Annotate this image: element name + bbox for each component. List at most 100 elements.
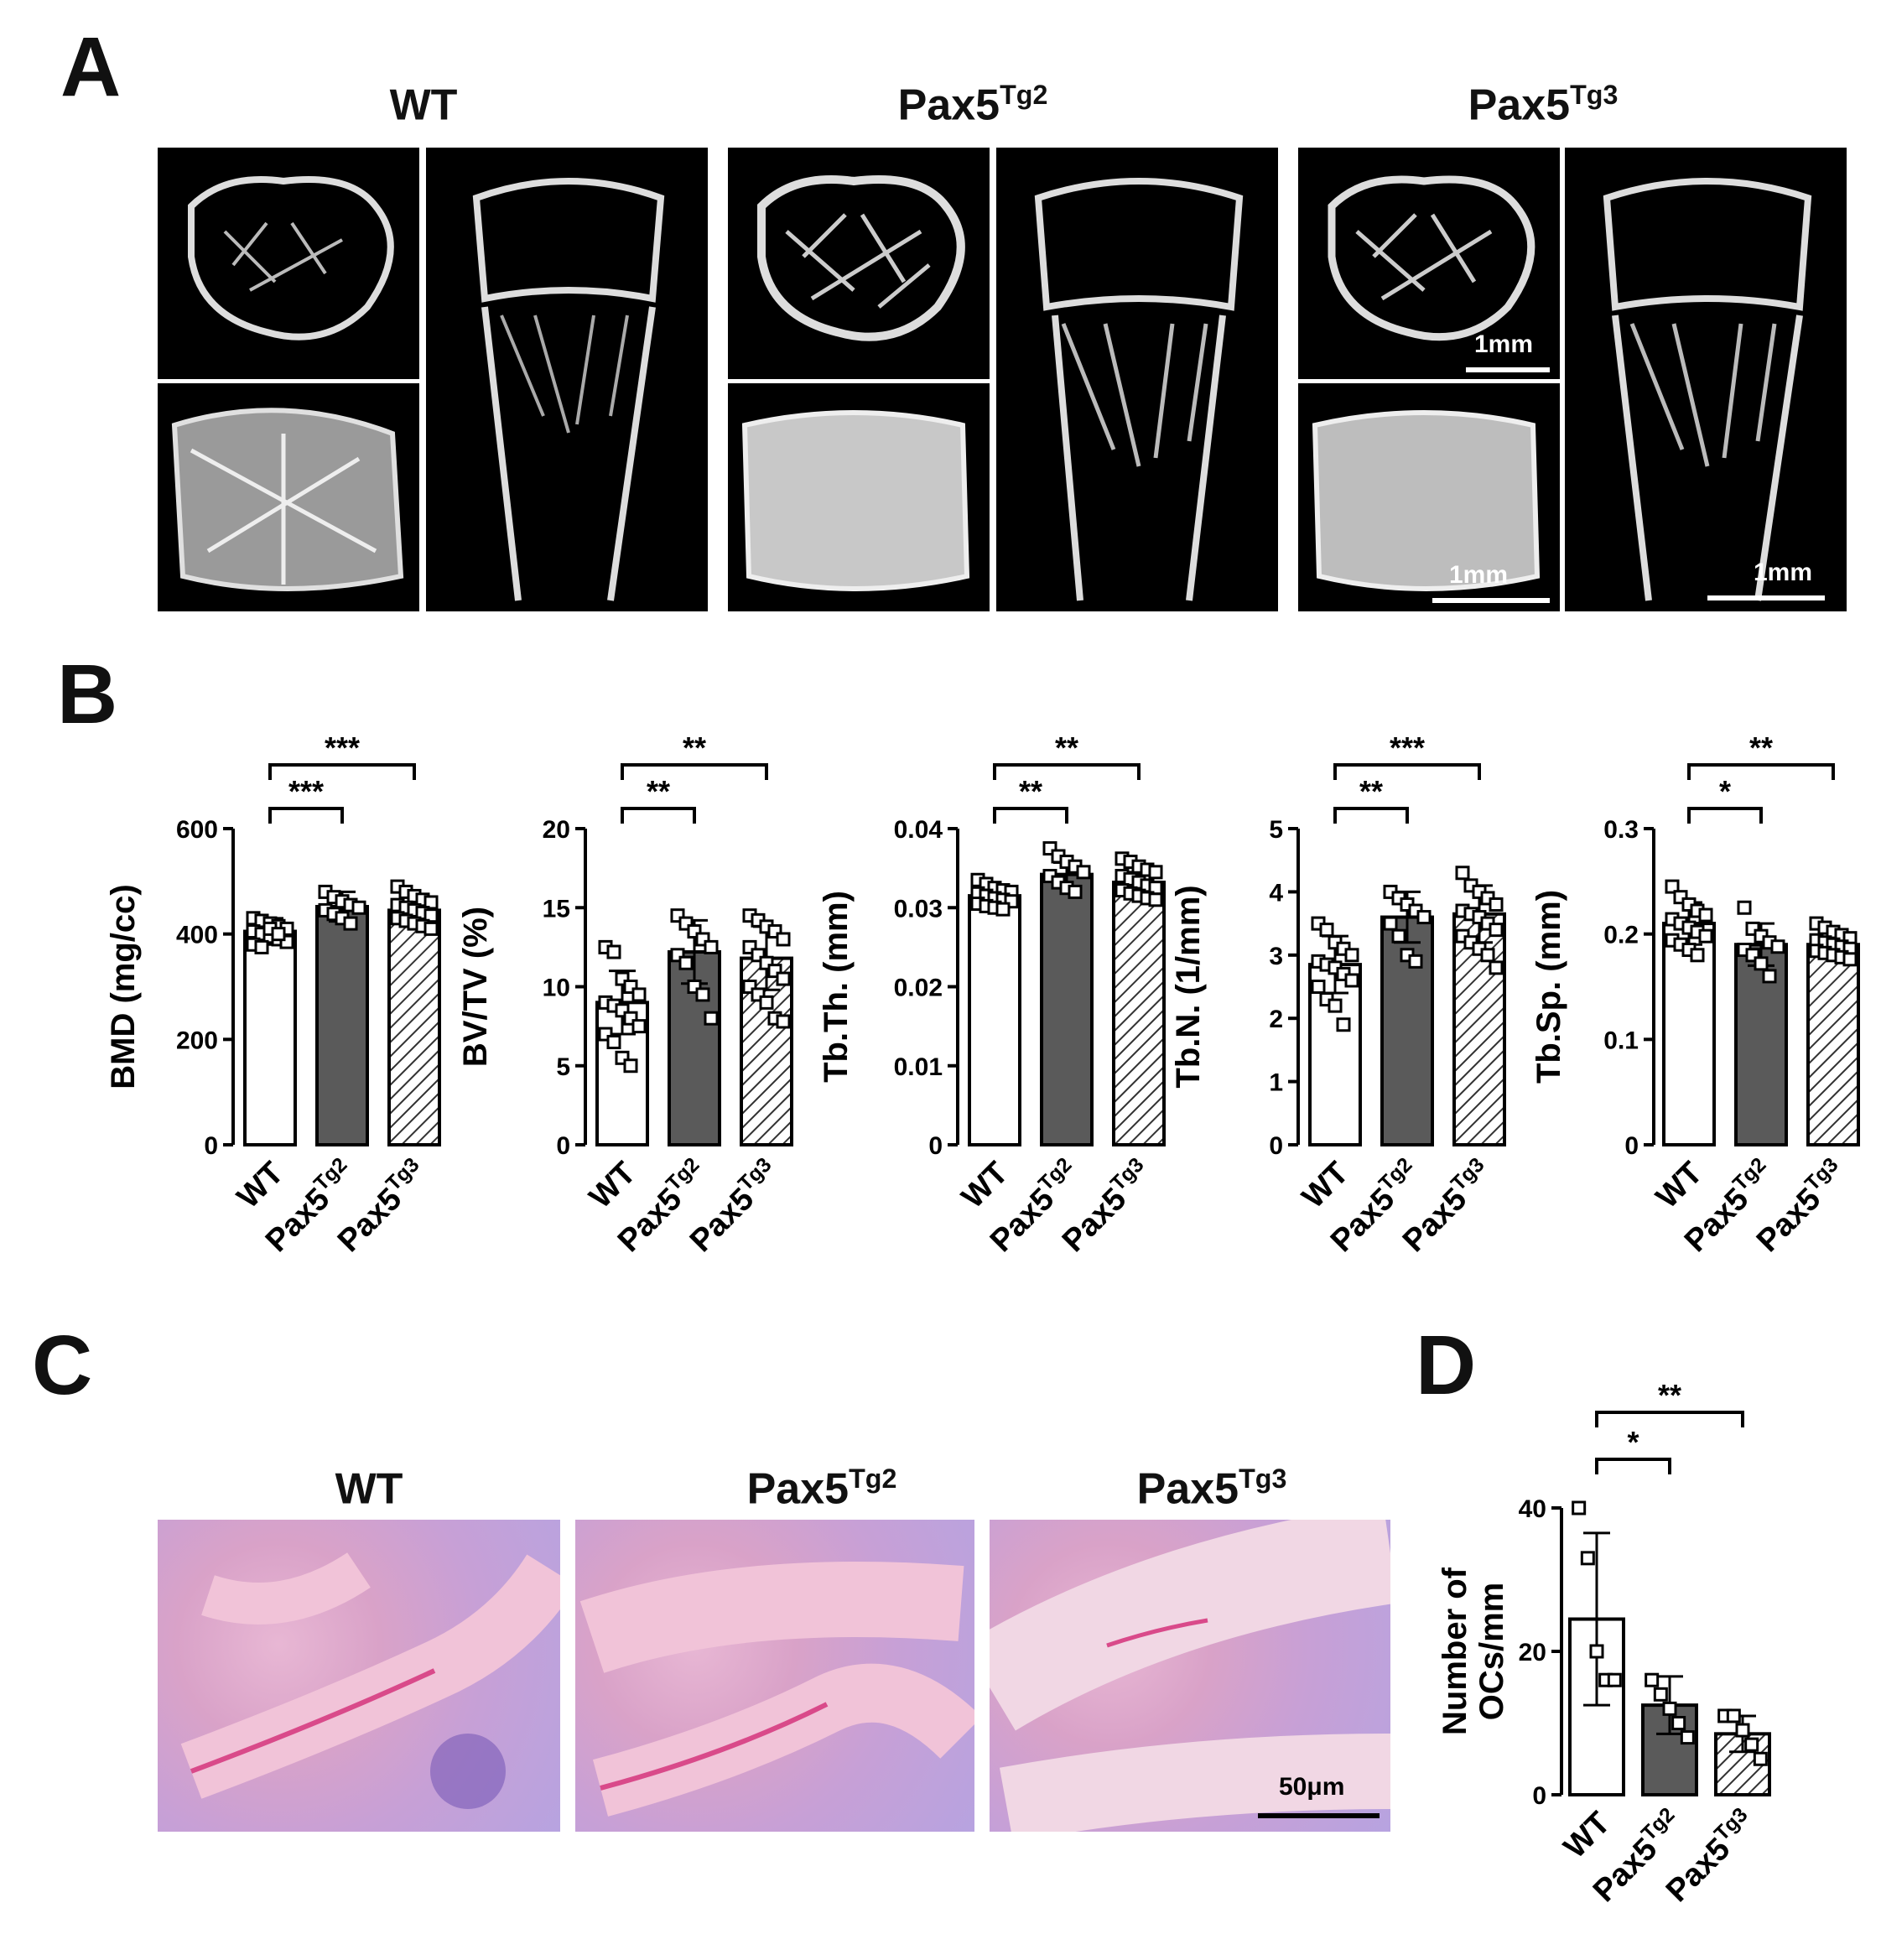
significance-bracket <box>1333 807 1409 824</box>
bar <box>1806 943 1860 1146</box>
data-point <box>1645 1672 1660 1687</box>
significance-bracket <box>1333 763 1481 780</box>
bar <box>387 908 441 1146</box>
data-point <box>1489 960 1504 975</box>
data-point <box>1589 1644 1604 1659</box>
histology-tg3-render <box>990 1520 1390 1832</box>
significance-bracket <box>993 807 1068 824</box>
microct-scale-label-3: 1mm <box>1754 559 1813 586</box>
significance-label: ** <box>1359 774 1383 808</box>
x-tick-label: WT <box>231 1156 290 1215</box>
significance-bracket <box>993 763 1141 780</box>
x-tick-label: WT <box>1557 1806 1617 1865</box>
data-point <box>1737 900 1752 915</box>
microct-title-tg2: Pax5Tg2 <box>847 80 1099 130</box>
bar <box>1662 922 1716 1146</box>
data-point <box>631 987 647 1002</box>
microct-title-tg2-sup: Tg2 <box>1000 80 1048 110</box>
y-tick-label: 40 <box>1519 1495 1546 1523</box>
data-point <box>1311 980 1326 994</box>
data-point <box>623 1058 638 1074</box>
significance-bracket <box>268 807 344 824</box>
microct-scale-bar-1 <box>1466 367 1550 372</box>
microct-tg3-3d-render <box>1312 410 1541 591</box>
microct-title-tg3: Pax5Tg3 <box>1417 80 1669 130</box>
data-point <box>1336 1017 1351 1032</box>
panel-letter-a: A <box>60 20 122 114</box>
significance-bracket <box>268 763 416 780</box>
data-point <box>678 955 694 970</box>
data-point <box>776 1014 791 1029</box>
microct-wt-3d <box>158 383 419 611</box>
y-tick-label: 200 <box>176 1027 218 1054</box>
data-point <box>1148 865 1163 880</box>
microct-wt-longitudinal-render <box>472 178 665 601</box>
data-point <box>1671 1716 1686 1730</box>
data-point <box>254 939 269 954</box>
data-point <box>1489 923 1504 938</box>
data-point <box>1726 1708 1741 1723</box>
microct-scale-bar-2 <box>1432 598 1550 603</box>
histo-title-wt-base: WT <box>335 1464 403 1514</box>
data-point <box>423 908 439 923</box>
microct-wt-longitudinal <box>426 148 708 611</box>
y-tick-label: 4 <box>1269 879 1283 907</box>
data-point <box>606 1034 621 1049</box>
y-axis-label: BV/TV (%) <box>457 907 494 1067</box>
histo-title-tg3: Pax5Tg3 <box>1086 1464 1338 1514</box>
data-point <box>1735 1723 1750 1738</box>
y-tick-label: 2 <box>1269 1006 1283 1033</box>
data-point <box>1762 969 1777 984</box>
histology-tg2-render <box>579 1562 974 1817</box>
microct-tg2-3d-render <box>741 410 970 591</box>
microct-title-tg3-sup: Tg3 <box>1570 80 1619 110</box>
data-point <box>1653 1687 1668 1702</box>
data-point <box>1753 1751 1768 1766</box>
bar <box>243 929 297 1146</box>
data-point <box>343 916 358 931</box>
y-axis-label: Tb.Th. (mm) <box>818 891 855 1083</box>
data-point <box>1744 1737 1759 1752</box>
microct-wt-transverse-render <box>188 176 394 341</box>
data-point <box>1344 973 1359 988</box>
significance-label: ** <box>1055 730 1078 765</box>
microct-wt-transverse <box>158 148 419 379</box>
data-point <box>776 971 791 986</box>
significance-label: ** <box>683 730 706 765</box>
significance-label: ** <box>1019 774 1042 808</box>
y-tick-label: 5 <box>556 1053 570 1081</box>
y-tick-label: 0 <box>556 1132 570 1160</box>
microct-title-wt-base: WT <box>389 81 458 130</box>
significance-bracket <box>1595 1411 1744 1427</box>
microct-tg3-longitudinal-render <box>1603 178 1812 601</box>
y-tick-label: 0.01 <box>894 1053 943 1081</box>
microct-title-tg2-base: Pax5 <box>897 81 1000 130</box>
significance-bracket <box>621 763 768 780</box>
panel-letter-d: D <box>1416 1318 1477 1412</box>
data-point <box>1690 948 1705 963</box>
data-point <box>1416 910 1432 925</box>
data-point <box>1680 1730 1695 1745</box>
data-point <box>1662 1701 1677 1716</box>
bar <box>1734 943 1788 1146</box>
bar <box>315 904 369 1146</box>
data-point <box>423 921 439 936</box>
data-point <box>1455 866 1470 881</box>
x-tick-label: WT <box>1296 1156 1355 1215</box>
histology-wt-render <box>180 1552 560 1809</box>
y-axis-label: Tb.Sp. (mm) <box>1530 890 1567 1084</box>
x-tick-label: WT <box>583 1156 642 1215</box>
data-point <box>351 900 366 915</box>
y-tick-label: 0.3 <box>1603 816 1639 844</box>
y-axis-label: BMD (mg/cc) <box>105 884 142 1089</box>
data-point <box>704 939 719 954</box>
data-point <box>704 1011 719 1026</box>
microct-scale-bar-3 <box>1707 595 1825 600</box>
data-point <box>1328 998 1343 1013</box>
data-point <box>1572 1500 1587 1515</box>
data-point <box>995 902 1011 917</box>
histo-title-tg3-sup: Tg3 <box>1239 1464 1287 1494</box>
histology-tg2 <box>575 1520 974 1832</box>
data-point <box>1480 948 1495 963</box>
